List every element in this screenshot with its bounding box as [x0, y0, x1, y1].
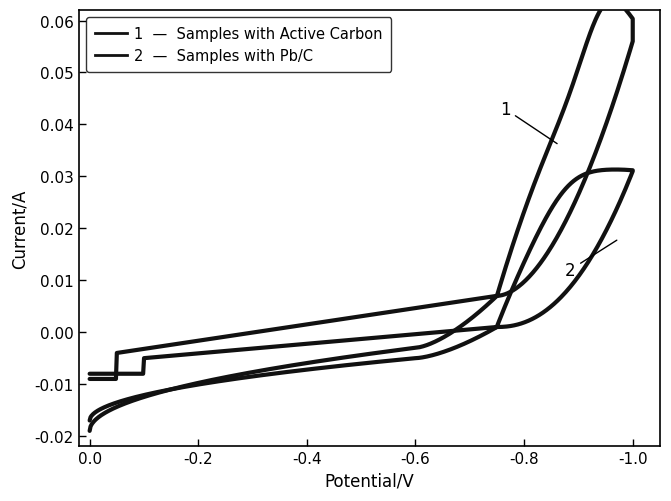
X-axis label: Potential/V: Potential/V — [325, 472, 414, 490]
Legend: 1  —  Samples with Active Carbon, 2  —  Samples with Pb/C: 1 — Samples with Active Carbon, 2 — Samp… — [86, 19, 391, 73]
Y-axis label: Current/A: Current/A — [11, 189, 29, 269]
Text: 1: 1 — [500, 101, 557, 144]
Text: 2: 2 — [565, 240, 617, 279]
